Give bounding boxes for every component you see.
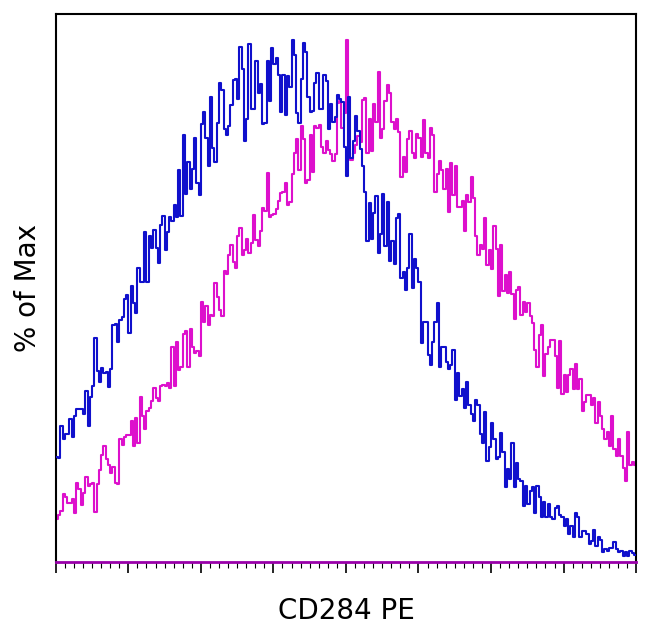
Y-axis label: % of Max: % of Max <box>14 224 42 352</box>
X-axis label: CD284 PE: CD284 PE <box>278 597 415 625</box>
